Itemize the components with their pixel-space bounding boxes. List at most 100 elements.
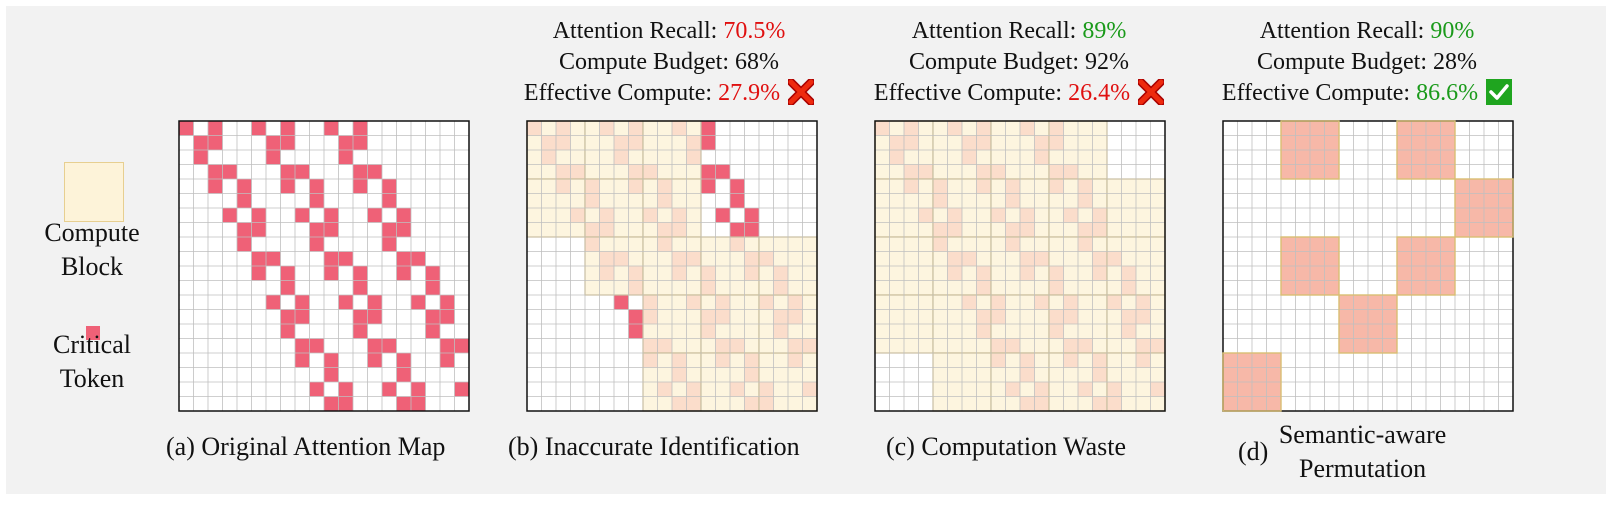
critical-token [324, 222, 339, 237]
effective-value: 26.4% [1068, 80, 1131, 106]
critical-token [353, 324, 368, 339]
critical-token [237, 179, 252, 194]
critical-token [280, 324, 295, 339]
critical-token [237, 237, 252, 252]
compute-block-swatch [64, 162, 124, 222]
critical-token [338, 251, 353, 266]
critical-token [309, 193, 324, 208]
critical-token [425, 324, 440, 339]
critical-token [295, 338, 310, 353]
critical-token [295, 353, 310, 368]
grid-border [874, 120, 1166, 412]
critical-token [208, 121, 223, 136]
critical-token [454, 338, 469, 353]
panel-c-metrics: Attention Recall: 89% Compute Budget: 92… [854, 16, 1184, 109]
critical-token [701, 164, 716, 179]
recall-value: 70.5% [723, 18, 786, 44]
grid-border [1222, 120, 1514, 412]
grid-border [526, 120, 818, 412]
critical-token [454, 382, 469, 397]
critical-token [309, 222, 324, 237]
critical-token [353, 135, 368, 150]
critical-token [396, 251, 411, 266]
critical-token [367, 208, 382, 223]
critical-token [280, 280, 295, 295]
critical-token [353, 179, 368, 194]
critical-token [280, 164, 295, 179]
critical-token [295, 295, 310, 310]
budget-value: 28% [1433, 49, 1477, 75]
critical-token-swatch [86, 326, 100, 340]
critical-token [280, 309, 295, 324]
critical-token [440, 309, 455, 324]
critical-token [701, 121, 716, 136]
critical-token [730, 193, 745, 208]
critical-token [425, 266, 440, 281]
critical-token [208, 135, 223, 150]
recall-value: 89% [1082, 18, 1127, 44]
critical-token [425, 309, 440, 324]
critical-token [382, 382, 397, 397]
attention-grid-waste [874, 120, 1166, 412]
panel-b-metrics: Attention Recall: 70.5% Compute Budget: … [504, 16, 834, 109]
permuted-block-border [1222, 352, 1282, 412]
critical-token [628, 309, 643, 324]
critical-token [367, 164, 382, 179]
critical-token [324, 367, 339, 382]
critical-token [411, 295, 426, 310]
critical-token [280, 121, 295, 136]
critical-token [193, 150, 208, 165]
caption-a: (a) Original Attention Map [166, 432, 446, 461]
critical-token [440, 338, 455, 353]
critical-token [280, 179, 295, 194]
cross-icon [788, 79, 815, 105]
critical-token [411, 382, 426, 397]
critical-token [411, 251, 426, 266]
critical-token [222, 164, 237, 179]
critical-token [338, 295, 353, 310]
legend-critical-token-label: Critical Token [53, 330, 131, 393]
critical-token [237, 193, 252, 208]
critical-token [280, 135, 295, 150]
critical-token [353, 266, 368, 281]
effective-value: 27.9% [718, 80, 781, 106]
recall-value: 90% [1430, 18, 1475, 44]
critical-token [208, 179, 223, 194]
caption-d: (d) Semantic-aware Permutation [1238, 420, 1447, 483]
permuted-block-border [1280, 120, 1340, 180]
critical-token [614, 295, 629, 310]
critical-token [715, 208, 730, 223]
critical-token [251, 251, 266, 266]
critical-token [396, 222, 411, 237]
critical-token [396, 353, 411, 368]
check-icon [1486, 79, 1513, 105]
figure: Compute Block Critical Token Attention R… [6, 6, 1606, 494]
permuted-block-border [1396, 236, 1456, 296]
critical-token [440, 353, 455, 368]
critical-token [208, 164, 223, 179]
critical-token [411, 396, 426, 411]
critical-token [744, 208, 759, 223]
critical-token [382, 193, 397, 208]
critical-token [324, 121, 339, 136]
critical-token [309, 338, 324, 353]
critical-token [237, 222, 252, 237]
permuted-block-border [1338, 294, 1398, 354]
critical-token [367, 295, 382, 310]
critical-token [338, 135, 353, 150]
critical-token [353, 164, 368, 179]
critical-token [222, 208, 237, 223]
critical-token [730, 222, 745, 237]
critical-token [309, 382, 324, 397]
budget-value: 92% [1085, 49, 1129, 75]
permuted-block-border [1396, 120, 1456, 180]
critical-token [324, 266, 339, 281]
attention-grid-permuted [1222, 120, 1514, 412]
cross-icon [1138, 79, 1165, 105]
critical-token [396, 266, 411, 281]
critical-token [367, 338, 382, 353]
critical-token [295, 208, 310, 223]
critical-token [396, 208, 411, 223]
critical-token [338, 150, 353, 165]
caption-b: (b) Inaccurate Identification [508, 432, 800, 461]
